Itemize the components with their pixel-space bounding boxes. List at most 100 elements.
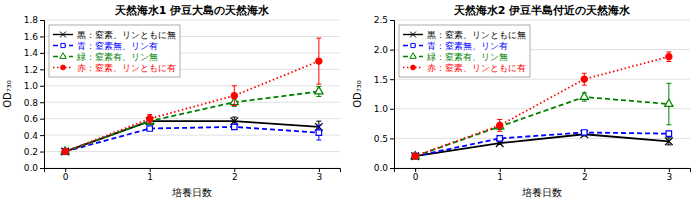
y-tick-label: 2.5 [374, 15, 388, 25]
x-axis-line [45, 169, 341, 173]
y-axis-line [390, 21, 395, 169]
grid-line [44, 135, 340, 136]
y-tick-mark [40, 119, 44, 120]
y-tick: 2.0 [374, 45, 394, 55]
series [62, 38, 322, 155]
legend-marker [410, 53, 416, 59]
series [62, 124, 321, 154]
grid-line [44, 20, 340, 21]
legend-label: 緑：窒素有、リン無 [76, 52, 158, 62]
series [411, 83, 673, 158]
grid-line [44, 151, 340, 152]
legend-marker [60, 53, 66, 59]
point-marker [582, 130, 587, 135]
x-axis-title: 培養日数 [171, 187, 212, 198]
series-line [415, 97, 669, 156]
point-marker [412, 153, 418, 159]
x-tick: 3 [316, 168, 322, 182]
y-tick-label: 0.4 [24, 130, 39, 140]
y-tick: 0.0 [24, 163, 44, 173]
y-tick-label: 0.5 [374, 134, 388, 144]
x-tick-label: 1 [497, 172, 503, 182]
x-axis: 0123 [45, 168, 341, 182]
x-tick-label: 2 [582, 172, 588, 182]
legend-marker [61, 65, 66, 70]
point-marker [147, 126, 152, 131]
point-marker [315, 87, 323, 94]
error-bar [582, 73, 587, 85]
x-tick-label: 0 [413, 172, 419, 182]
point-marker [497, 136, 502, 141]
x-tick: 2 [232, 168, 238, 182]
y-tick: 2.5 [374, 15, 394, 25]
legend: 黒：窒素、リンともに無青：窒素無、リン有緑：窒素有、リン無赤：窒素、リンともに有 [49, 25, 180, 77]
y-tick-mark [40, 168, 44, 169]
point-marker [665, 138, 673, 146]
y-tick-label: 1.5 [374, 75, 388, 85]
series-line [415, 57, 669, 156]
series-line [415, 132, 669, 156]
chart-title: 天然海水2 伊豆半島付近の天然海水 [453, 4, 631, 17]
point-marker [497, 122, 503, 128]
error-bar [232, 124, 237, 129]
grid [44, 20, 340, 168]
series [412, 52, 672, 159]
legend-label: 青：窒素無、リン有 [427, 41, 508, 51]
y-tick-mark [390, 50, 394, 51]
y-tick-mark [40, 20, 44, 21]
y-tick: 1.0 [24, 81, 44, 91]
y-tick: 1.6 [24, 32, 44, 42]
legend-label: 青：窒素無、リン有 [77, 41, 158, 51]
grid-line [44, 102, 340, 103]
point-marker [232, 124, 237, 129]
y-tick-mark [40, 86, 44, 87]
x-axis: 0 1 2 3 [395, 168, 691, 182]
point-marker [411, 151, 419, 158]
point-marker [411, 152, 419, 160]
error-bar [232, 86, 237, 106]
y-tick-label: 0.6 [24, 114, 39, 124]
y-tick-label: 1.6 [24, 32, 39, 42]
y-tick-label: 2.0 [374, 45, 389, 55]
x-tick: 0 [413, 168, 419, 182]
series [61, 117, 322, 155]
series [412, 130, 671, 159]
data-marks [411, 52, 673, 160]
y-tick-mark [40, 152, 44, 153]
legend-label: 赤：窒素、リンともに有 [427, 63, 526, 73]
y-axis: 0.00.51.01.52.02.5 [374, 15, 395, 173]
y-tick: 1.8 [24, 15, 44, 25]
x-tick-label: 2 [232, 172, 238, 182]
series [61, 87, 323, 154]
legend-item: 青：窒素無、リン有 [53, 41, 158, 51]
x-tick-label: 0 [63, 172, 69, 182]
x-tick: 1 [497, 168, 503, 182]
legend-item: 黒：窒素、リンともに無 [53, 30, 176, 40]
y-tick-label: 1.0 [374, 104, 389, 114]
x-tick: 3 [666, 168, 672, 182]
legend-item: 緑：窒素有、リン無 [53, 52, 158, 62]
y-tick-mark [390, 79, 394, 80]
y-tick-label: 1.0 [24, 81, 39, 91]
point-marker [412, 153, 417, 158]
point-marker [316, 130, 321, 135]
y-tick-mark [390, 138, 394, 139]
legend-marker [61, 43, 65, 47]
error-bar [666, 131, 671, 136]
point-marker [666, 54, 672, 60]
y-axis-title: OD₇₃₀ [352, 80, 363, 108]
y-tick-label: 1.8 [24, 15, 39, 25]
legend-label: 緑：窒素有、リン無 [426, 52, 508, 62]
data-marks [61, 38, 323, 155]
grid [394, 20, 690, 168]
point-marker [61, 147, 69, 154]
point-marker [147, 116, 153, 122]
y-tick: 0.4 [24, 130, 44, 140]
grid-line [394, 20, 690, 21]
x-tick-label: 3 [666, 172, 672, 182]
y-tick: 1.2 [24, 65, 44, 75]
series [411, 130, 672, 160]
legend-frame [49, 25, 180, 77]
legend-item: 緑：窒素有、リン無 [403, 52, 508, 62]
y-tick-label: 0.8 [24, 98, 39, 108]
